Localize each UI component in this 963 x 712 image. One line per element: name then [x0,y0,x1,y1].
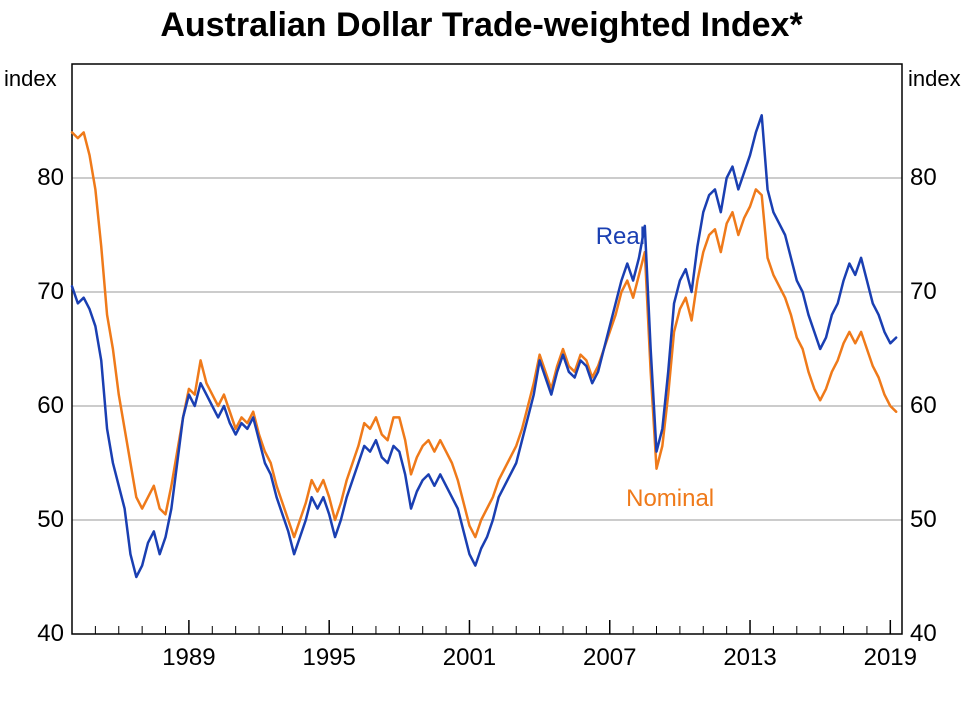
y-tick-left-50: 50 [37,506,64,534]
chart-svg [0,0,963,712]
y-tick-left-40: 40 [37,620,64,648]
chart-container: Australian Dollar Trade-weighted Index* … [0,0,963,712]
x-tick-2007: 2007 [583,644,636,672]
axis-label-right: index [908,66,961,92]
x-tick-2001: 2001 [443,644,496,672]
y-tick-left-60: 60 [37,392,64,420]
series-label-real: Real [596,223,645,251]
y-tick-right-70: 70 [910,278,937,306]
y-tick-right-60: 60 [910,392,937,420]
x-tick-2013: 2013 [723,644,776,672]
x-tick-2019: 2019 [864,644,917,672]
y-tick-left-80: 80 [37,164,64,192]
y-tick-right-80: 80 [910,164,937,192]
series-label-nominal: Nominal [626,485,714,513]
x-tick-1989: 1989 [162,644,215,672]
axis-label-left: index [4,66,57,92]
y-tick-right-50: 50 [910,506,937,534]
x-tick-1995: 1995 [302,644,355,672]
y-tick-left-70: 70 [37,278,64,306]
